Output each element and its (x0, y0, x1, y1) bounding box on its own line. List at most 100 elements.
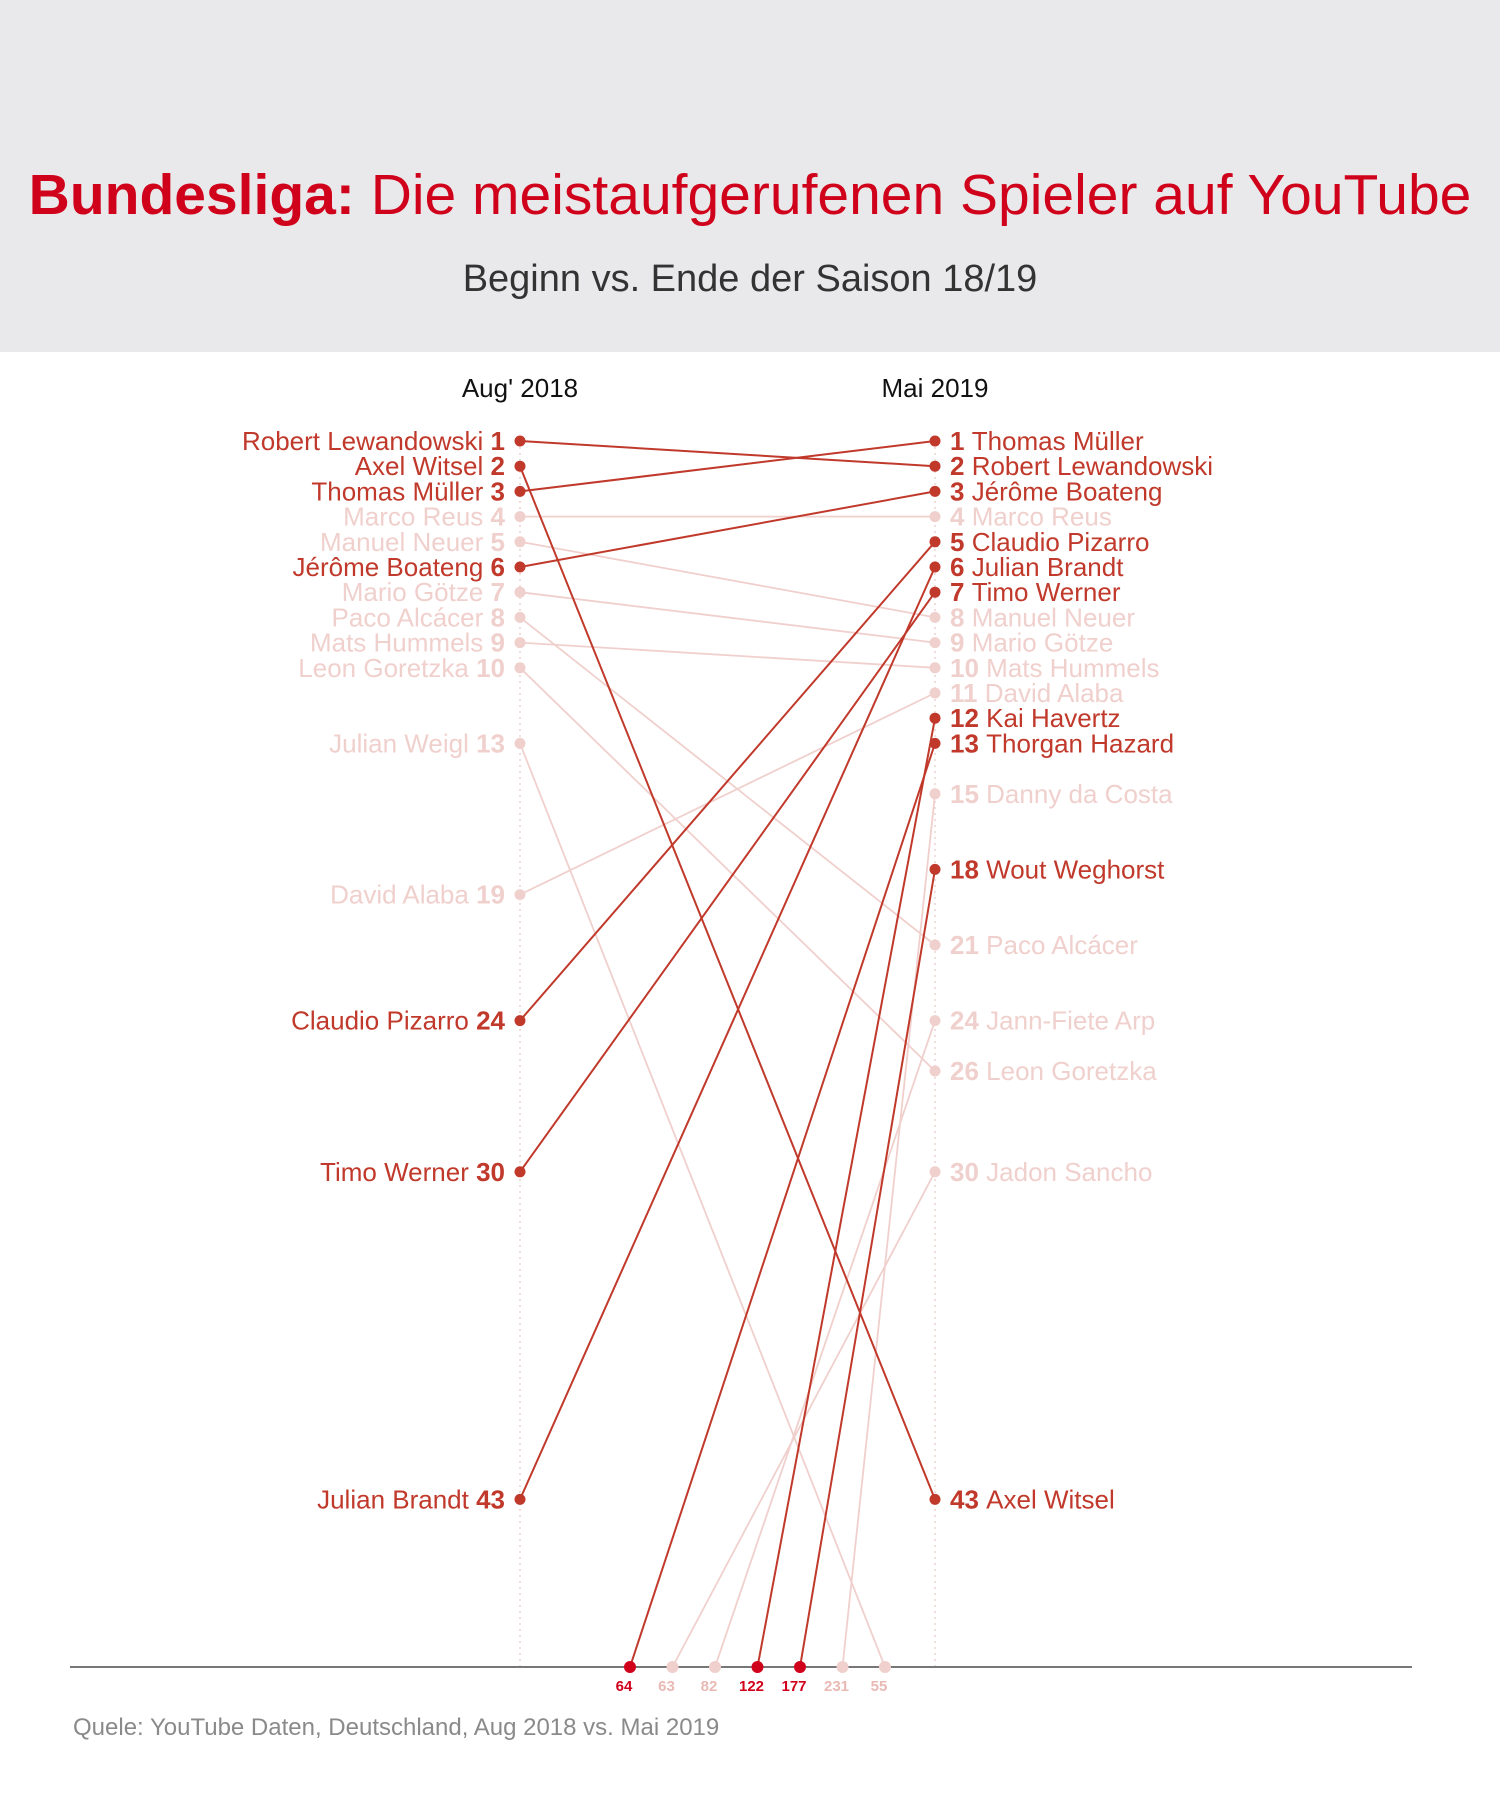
chart-title: Bundesliga: Die meistaufgerufenen Spiele… (0, 162, 1500, 228)
connector-julian-brandt (519, 566, 936, 1500)
point-aug-jerome-boateng (514, 561, 526, 573)
connector-claudio-pizarro (519, 541, 936, 1022)
bottom-point-64 (624, 1661, 636, 1673)
label-aug-manuel-neuer: Manuel Neuer 5 (320, 527, 505, 557)
point-aug-marco-reus (514, 511, 526, 523)
bottom-point-63 (666, 1661, 679, 1673)
label-mai-julian-brandt: 6 Julian Brandt (950, 552, 1124, 582)
column-header-aug2018: Aug' 2018 (462, 373, 578, 403)
label-mai-axel-witsel: 43 Axel Witsel (950, 1484, 1115, 1514)
bottom-label-231: 231 (824, 1678, 849, 1695)
title-rest: Die meistaufgerufenen Spieler auf YouTub… (354, 163, 1472, 227)
label-mai-jadon-sancho: 30 Jadon Sancho (950, 1157, 1152, 1187)
connector-julian-weigl (519, 743, 886, 1668)
label-aug-timo-werner: Timo Werner 30 (320, 1157, 505, 1187)
point-mai-david-alaba (929, 687, 941, 699)
point-mai-kai-havertz (929, 712, 941, 724)
point-aug-claudio-pizarro (514, 1015, 526, 1027)
connector-wout-weghorst (799, 869, 936, 1668)
point-aug-mario-gotze (514, 586, 526, 598)
label-mai-manuel-neuer: 8 Manuel Neuer (950, 602, 1135, 632)
bottom-point-122 (751, 1661, 764, 1673)
bottom-point-82 (709, 1661, 721, 1673)
label-aug-jerome-boateng: Jérôme Boateng 6 (293, 552, 505, 582)
label-aug-robert-lewandowski: Robert Lewandowski 1 (242, 426, 505, 456)
label-mai-thorgan-hazard: 13 Thorgan Hazard (950, 728, 1174, 758)
point-mai-jann-fiete-arp (929, 1015, 941, 1027)
connector-robert-lewandowski (519, 440, 936, 468)
connector-danny-da-costa (841, 793, 936, 1668)
point-mai-axel-witsel (929, 1493, 941, 1505)
bottom-label-82: 82 (701, 1678, 718, 1695)
label-mai-mats-hummels: 10 Mats Hummels (950, 653, 1160, 683)
point-mai-julian-brandt (929, 561, 941, 573)
header-banner (0, 0, 1500, 352)
label-mai-danny-da-costa: 15 Danny da Costa (950, 779, 1173, 809)
connector-kai-havertz (756, 718, 936, 1668)
connector-jann-fiete-arp (714, 1020, 936, 1668)
connector-axel-witsel (519, 465, 936, 1500)
label-mai-robert-lewandowski: 2 Robert Lewandowski (950, 451, 1213, 481)
label-aug-leon-goretzka: Leon Goretzka 10 (298, 653, 505, 683)
point-mai-robert-lewandowski (929, 460, 941, 472)
bottom-label-177: 177 (781, 1678, 806, 1695)
connector-david-alaba (519, 692, 936, 896)
point-aug-robert-lewandowski (514, 435, 526, 447)
label-mai-thomas-muller: 1 Thomas Müller (950, 426, 1144, 456)
point-mai-wout-weghorst (929, 863, 941, 875)
connector-thomas-muller (519, 440, 936, 493)
point-mai-mats-hummels (929, 662, 941, 674)
label-aug-claudio-pizarro: Claudio Pizarro 24 (291, 1006, 505, 1036)
connector-mats-hummels (519, 641, 936, 669)
point-mai-jerome-boateng (929, 485, 941, 497)
point-aug-manuel-neuer (514, 536, 526, 548)
point-mai-thomas-muller (929, 435, 941, 447)
chart-subtitle: Beginn vs. Ende der Saison 18/19 (462, 258, 1038, 300)
bottom-label-64: 64 (616, 1678, 633, 1695)
bottom-label-55: 55 (871, 1678, 888, 1695)
label-aug-thomas-muller: Thomas Müller 3 (311, 476, 505, 506)
label-mai-jerome-boateng: 3 Jérôme Boateng (950, 476, 1162, 506)
point-aug-julian-brandt (514, 1493, 526, 1505)
label-aug-paco-alcacer: Paco Alcácer 8 (332, 602, 505, 632)
connector-jerome-boateng (519, 490, 936, 568)
connector-leon-goretzka (519, 667, 936, 1072)
point-aug-thomas-muller (514, 485, 526, 497)
connector-mario-gotze (519, 591, 936, 644)
point-mai-jadon-sancho (929, 1166, 941, 1178)
label-mai-paco-alcacer: 21 Paco Alcácer (950, 930, 1138, 960)
label-mai-claudio-pizarro: 5 Claudio Pizarro (950, 527, 1149, 557)
column-header-mai2019: Mai 2019 (882, 373, 989, 403)
label-aug-julian-weigl: Julian Weigl 13 (329, 728, 505, 758)
point-mai-leon-goretzka (929, 1065, 941, 1077)
point-mai-manuel-neuer (929, 611, 941, 623)
label-mai-mario-gotze: 9 Mario Götze (950, 628, 1113, 658)
point-aug-leon-goretzka (514, 662, 526, 674)
label-aug-axel-witsel: Axel Witsel 2 (355, 451, 505, 481)
bottom-label-63: 63 (658, 1678, 675, 1695)
point-mai-timo-werner (929, 586, 941, 598)
bottom-point-55 (879, 1661, 891, 1673)
point-mai-marco-reus (929, 511, 941, 523)
point-mai-danny-da-costa (929, 788, 941, 800)
title-lead: Bundesliga: (28, 163, 355, 227)
source-note: Quele: YouTube Daten, Deutschland, Aug 2… (73, 1714, 720, 1741)
connector-manuel-neuer (519, 540, 936, 619)
label-aug-mats-hummels: Mats Hummels 9 (310, 628, 505, 658)
point-aug-julian-weigl (514, 737, 526, 749)
label-mai-marco-reus: 4 Marco Reus (950, 502, 1112, 532)
label-mai-timo-werner: 7 Timo Werner (950, 577, 1121, 607)
connector-thorgan-hazard (629, 743, 936, 1668)
point-aug-timo-werner (514, 1166, 526, 1178)
label-mai-jann-fiete-arp: 24 Jann-Fiete Arp (950, 1006, 1155, 1036)
label-aug-marco-reus: Marco Reus 4 (343, 502, 505, 532)
point-aug-paco-alcacer (514, 611, 526, 623)
label-mai-wout-weghorst: 18 Wout Weghorst (950, 854, 1165, 884)
bottom-label-122: 122 (739, 1678, 764, 1695)
label-mai-leon-goretzka: 26 Leon Goretzka (950, 1056, 1157, 1086)
label-aug-david-alaba: David Alaba 19 (330, 880, 505, 910)
point-mai-paco-alcacer (929, 939, 941, 951)
point-aug-axel-witsel (514, 460, 526, 472)
label-mai-david-alaba: 11 David Alaba (950, 678, 1124, 708)
